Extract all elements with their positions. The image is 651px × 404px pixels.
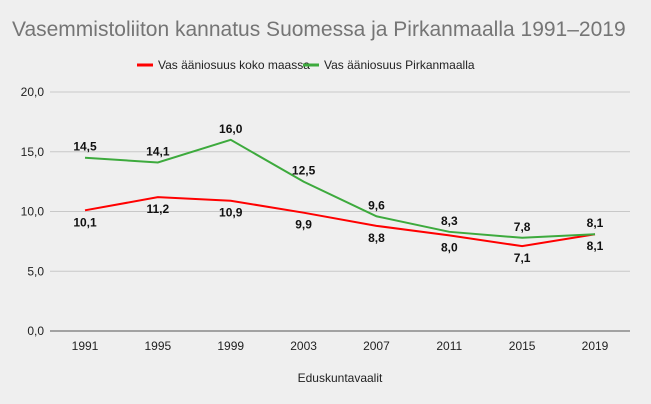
y-tick-label: 20,0	[21, 85, 45, 99]
data-label: 7,1	[514, 251, 531, 265]
legend-label: Vas ääniosuus Pirkanmaalla	[324, 58, 475, 72]
x-tick-label: 2007	[363, 339, 390, 353]
legend-label: Vas ääniosuus koko maassa	[158, 58, 310, 72]
x-tick-label: 1991	[72, 339, 99, 353]
y-tick-label: 5,0	[27, 264, 44, 278]
data-label: 8,0	[441, 240, 458, 254]
data-label: 8,1	[587, 239, 604, 253]
data-label: 10,1	[73, 215, 97, 229]
data-label: 14,1	[146, 145, 170, 159]
y-tick-label: 0,0	[27, 324, 44, 338]
series-line	[84, 196, 596, 248]
data-label: 9,9	[295, 218, 312, 232]
data-label: 10,9	[219, 206, 243, 220]
series-line	[84, 138, 596, 239]
data-label: 8,3	[441, 214, 458, 228]
y-tick-label: 10,0	[21, 205, 45, 219]
x-tick-label: 1999	[217, 339, 244, 353]
data-label: 7,8	[514, 220, 531, 234]
chart-title: Vasemmistoliiton kannatus Suomessa ja Pi…	[12, 18, 626, 41]
data-label: 8,1	[587, 216, 604, 230]
x-tick-label: 2003	[290, 339, 317, 353]
x-axis-title: Eduskuntavaalit	[298, 371, 383, 385]
x-tick-label: 2015	[509, 339, 536, 353]
x-tick-label: 2019	[582, 339, 609, 353]
x-tick-label: 2011	[436, 339, 462, 353]
x-tick-label: 1995	[145, 339, 172, 353]
data-label: 16,0	[219, 122, 243, 136]
y-tick-label: 15,0	[21, 145, 45, 159]
data-label: 12,5	[292, 164, 316, 178]
data-label: 11,2	[147, 202, 170, 216]
data-label: 8,8	[368, 231, 385, 245]
data-label: 9,6	[368, 198, 385, 212]
data-label: 14,5	[73, 140, 97, 154]
